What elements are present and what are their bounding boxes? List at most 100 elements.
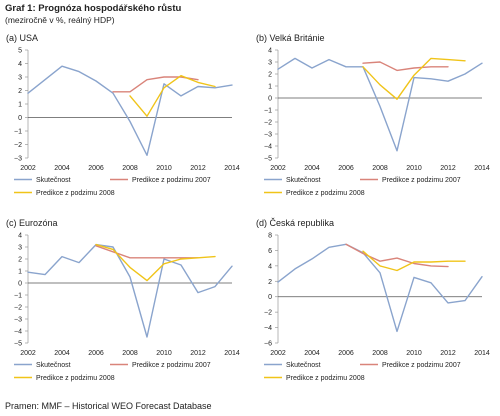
- x-tick-label: 2010: [156, 165, 172, 172]
- x-tick-label: 2002: [20, 350, 36, 357]
- x-tick-label: 2006: [338, 350, 354, 357]
- y-tick-label: −5: [264, 156, 272, 163]
- y-tick-label: 8: [268, 233, 272, 240]
- source-note: Pramen: MMF – Historical WEO Forecast Da…: [5, 401, 212, 411]
- x-tick-label: 2006: [88, 350, 104, 357]
- series-line-forecast-2007: [362, 61, 449, 72]
- x-tick-label: 2014: [224, 165, 240, 172]
- figure-title: Graf 1: Prognóza hospodářského růstu: [5, 3, 182, 14]
- x-tick-label: 2004: [304, 350, 320, 357]
- y-tick-label: 3: [18, 75, 22, 82]
- y-tick-label: 4: [268, 48, 272, 55]
- y-tick-label: 2: [268, 72, 272, 79]
- chart-panel-czech-republic: (d) Česká republika −6 −4 −2 0 2 4 6 8 2002 2004 20…: [256, 218, 490, 382]
- panel-title: (c) Eurozóna: [6, 218, 58, 228]
- series-line-forecast-2008: [362, 250, 466, 272]
- x-tick-label: 2010: [406, 350, 422, 357]
- series-line-forecast-2007: [345, 243, 449, 268]
- y-tick-label: 4: [268, 263, 272, 270]
- legend-label: Skutečnost: [286, 177, 321, 184]
- x-tick-label: 2014: [474, 165, 490, 172]
- x-tick-label: 2002: [270, 350, 286, 357]
- legend-label: Predikce z podzimu 2007: [132, 362, 211, 369]
- legend-label: Skutečnost: [36, 177, 71, 184]
- y-tick-label: −2: [14, 142, 22, 149]
- panel-title: (b) Velká Británie: [256, 33, 325, 43]
- legend-label: Skutečnost: [36, 362, 71, 369]
- legend-label: Predikce z podzimu 2007: [382, 362, 461, 369]
- y-tick-label: 5: [18, 48, 22, 55]
- x-tick-label: 2012: [440, 350, 456, 357]
- x-tick-label: 2014: [474, 350, 490, 357]
- y-tick-label: −2: [14, 305, 22, 312]
- y-tick-label: 0: [18, 115, 22, 122]
- x-tick-label: 2004: [54, 350, 70, 357]
- y-tick-label: 1: [268, 84, 272, 91]
- legend-label: Predikce z podzimu 2007: [132, 177, 211, 184]
- series-line-forecast-2007: [95, 245, 199, 259]
- y-tick-label: −1: [14, 293, 22, 300]
- x-tick-label: 2008: [122, 165, 138, 172]
- x-tick-label: 2006: [88, 165, 104, 172]
- legend-label: Skutečnost: [286, 362, 321, 369]
- x-tick-label: 2002: [20, 165, 36, 172]
- series-line-actual: [277, 243, 483, 333]
- legend-label: Predikce z podzimu 2008: [286, 375, 365, 382]
- legend-label: Predikce z podzimu 2008: [36, 375, 115, 382]
- series-line-actual: [27, 65, 233, 157]
- y-tick-label: 2: [268, 279, 272, 286]
- y-tick-label: 1: [18, 269, 22, 276]
- x-tick-label: 2006: [338, 165, 354, 172]
- y-tick-label: −4: [264, 325, 272, 332]
- y-tick-label: 2: [18, 88, 22, 95]
- y-tick-label: 0: [268, 294, 272, 301]
- panel-title: (a) USA: [6, 33, 38, 43]
- chart-panel-usa: (a) USA −3 −2 −1 0 1 2 3 4 5 2002 2004 2006 2008 2010 2…: [6, 33, 240, 197]
- series-line-forecast-2008: [362, 57, 466, 100]
- y-tick-label: −6: [264, 341, 272, 348]
- x-tick-label: 2012: [440, 165, 456, 172]
- y-tick-label: 3: [268, 60, 272, 67]
- series-line-forecast-2008: [129, 75, 216, 117]
- y-tick-label: −1: [264, 108, 272, 115]
- x-tick-label: 2012: [190, 350, 206, 357]
- y-tick-label: 1: [18, 102, 22, 109]
- x-tick-label: 2010: [406, 165, 422, 172]
- y-tick-label: −1: [14, 129, 22, 136]
- y-tick-label: −3: [14, 156, 22, 163]
- chart-panel-uk: (b) Velká Británie −5 −4 −3 −2 −1 0 1 2 3 4 2002 200…: [256, 33, 490, 197]
- x-tick-label: 2012: [190, 165, 206, 172]
- x-tick-label: 2008: [122, 350, 138, 357]
- y-tick-label: 6: [268, 248, 272, 255]
- x-tick-label: 2008: [372, 165, 388, 172]
- y-tick-label: −2: [264, 310, 272, 317]
- x-tick-label: 2014: [224, 350, 240, 357]
- figure-subtitle: (meziročně v %, reálný HDP): [5, 15, 115, 25]
- series-line-actual: [27, 243, 233, 338]
- y-tick-label: −5: [14, 341, 22, 348]
- y-tick-label: 4: [18, 233, 22, 240]
- series-line-actual: [277, 57, 483, 152]
- y-tick-label: 3: [18, 245, 22, 252]
- chart-panel-eurozone: (c) Eurozóna −5 −4 −3 −2 −1 0 1 2 3 4 2002 2004 2006 2…: [6, 218, 240, 382]
- x-tick-label: 2004: [304, 165, 320, 172]
- x-tick-label: 2010: [156, 350, 172, 357]
- panel-title: (d) Česká republika: [256, 218, 334, 228]
- y-tick-label: 2: [18, 257, 22, 264]
- legend-label: Predikce z podzimu 2007: [382, 177, 461, 184]
- y-tick-label: −4: [264, 144, 272, 151]
- x-tick-label: 2002: [270, 165, 286, 172]
- x-tick-label: 2008: [372, 350, 388, 357]
- y-tick-label: 0: [18, 281, 22, 288]
- legend-label: Predikce z podzimu 2008: [286, 190, 365, 197]
- y-tick-label: −3: [14, 317, 22, 324]
- y-tick-label: −4: [14, 329, 22, 336]
- x-tick-label: 2004: [54, 165, 70, 172]
- y-tick-label: 4: [18, 61, 22, 68]
- y-tick-label: 0: [268, 96, 272, 103]
- series-line-forecast-2007: [112, 76, 199, 93]
- y-tick-label: −2: [264, 120, 272, 127]
- series-line-forecast-2008: [95, 243, 216, 282]
- y-tick-label: −3: [264, 132, 272, 139]
- legend-label: Predikce z podzimu 2008: [36, 190, 115, 197]
